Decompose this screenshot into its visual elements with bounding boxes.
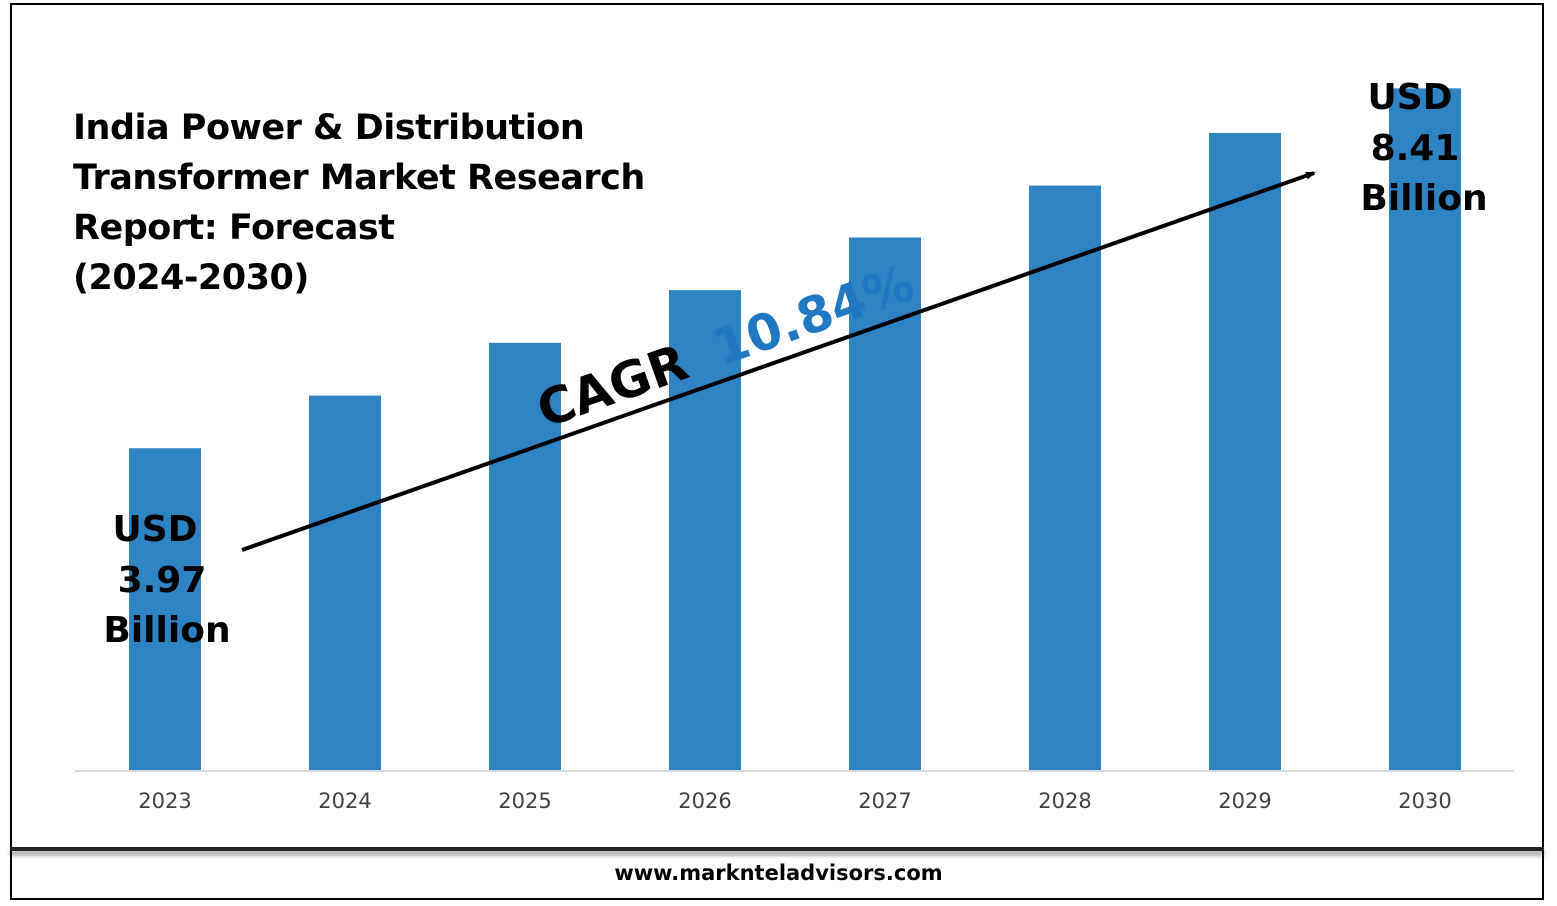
bar-2027 (849, 237, 921, 771)
end-callout-line-3: Billion (1360, 178, 1487, 219)
title-line-1: India Power & Distribution (73, 108, 585, 148)
chart-frame (10, 3, 1544, 900)
bar-2025 (489, 342, 561, 770)
x-tick-label-2027: 2027 (858, 789, 911, 813)
bar-2026 (669, 290, 741, 770)
bar-2029 (1209, 132, 1281, 770)
footer-website-link[interactable]: www.marknteladvisors.com (614, 861, 943, 885)
cagr-trend-arrow (241, 171, 1316, 552)
x-tick-label-2024: 2024 (318, 789, 371, 813)
start-value-callout: USD 3.97 Billion (103, 509, 230, 651)
x-tick-label-2029: 2029 (1218, 789, 1271, 813)
end-value-callout: USD 8.41 Billion (1360, 77, 1487, 219)
x-tick-label-2028: 2028 (1038, 789, 1091, 813)
bar-2030 (1389, 88, 1461, 771)
end-callout-line-2: 8.41 (1371, 128, 1460, 169)
bar-2028 (1029, 185, 1101, 770)
chart-title: India Power & Distribution Transformer M… (73, 103, 645, 303)
start-callout-line-3: Billion (103, 610, 230, 651)
x-tick-label-2023: 2023 (138, 789, 191, 813)
bars-group (129, 88, 1461, 771)
start-callout-line-1: USD (112, 509, 197, 550)
end-callout-line-1: USD (1367, 77, 1452, 118)
x-tick-label-2026: 2026 (678, 789, 731, 813)
x-tick-label-2025: 2025 (498, 789, 551, 813)
x-tick-labels: 2023 2024 2025 2026 2027 2028 2029 2030 (138, 789, 1451, 813)
title-line-2: Transformer Market Research (73, 158, 645, 198)
title-line-3: Report: Forecast (73, 208, 395, 248)
bar-2024 (309, 395, 381, 770)
bar-2023 (129, 448, 201, 770)
title-line-4: (2024-2030) (73, 258, 309, 298)
x-tick-label-2030: 2030 (1398, 789, 1451, 813)
start-callout-line-2: 3.97 (118, 560, 207, 601)
footer-divider (10, 847, 1544, 851)
